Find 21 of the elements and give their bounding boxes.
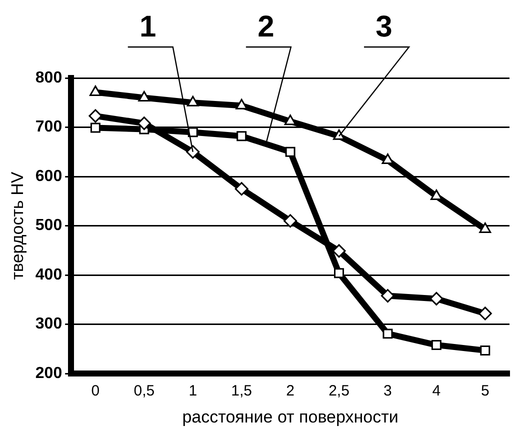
y-tick-label: 300 <box>35 316 62 333</box>
x-tick-label: 1,5 <box>231 382 252 400</box>
x-tick-label: 0 <box>91 382 100 400</box>
text: 3 <box>376 10 392 44</box>
x-tick-label: 1 <box>188 382 198 400</box>
y-tick-label: 600 <box>35 168 62 185</box>
x-tick-label: 2 <box>286 382 294 400</box>
x-tick-label: 4 <box>432 382 441 400</box>
text: 2 <box>258 10 274 44</box>
x-tick-label: 5 <box>480 382 490 400</box>
y-tick-label: 400 <box>35 266 62 284</box>
x-axis-title: расстояние от поверхности <box>182 407 398 426</box>
y-tick-label: 500 <box>35 217 62 234</box>
x-tick-label: 2,5 <box>328 382 350 400</box>
text: 1 <box>140 10 156 44</box>
y-tick-label: 700 <box>35 118 62 136</box>
y-tick-label: 200 <box>35 365 62 382</box>
y-axis-title: твердость HV <box>8 171 27 280</box>
x-tick-label: 3 <box>384 382 392 400</box>
y-tick-label: 800 <box>35 69 62 86</box>
x-tick-label: 0,5 <box>134 382 155 400</box>
